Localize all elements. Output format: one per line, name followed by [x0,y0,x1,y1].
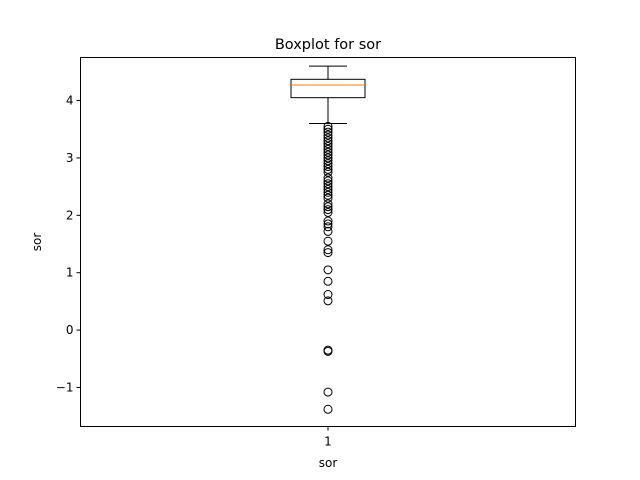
x-axis-label: sor [319,456,338,470]
y-axis: −1 0 1 2 3 4 [56,94,81,394]
outlier-point [323,296,333,306]
outlier-point [323,404,333,414]
outlier-point [323,187,333,197]
outlier-point [323,147,333,157]
outlier-point [323,276,333,286]
outlier-point [323,236,333,246]
outlier-point [323,190,333,200]
outlier-point [323,156,333,166]
outlier-point [323,164,333,174]
outlier-point [323,133,333,143]
outlier-point [323,226,333,236]
outlier-point [323,130,333,140]
x-tick-label: 1 [324,435,332,449]
outlier-point [323,159,333,169]
y-tick-label: −1 [56,380,74,394]
outlier-point [323,124,333,134]
outlier-point [323,150,333,160]
outlier-point [323,144,333,154]
outlier-point [323,184,333,194]
y-tick-label: 1 [66,266,74,280]
outlier-point [323,127,333,137]
outlier-point [323,176,333,186]
outlier-point [323,136,333,146]
y-tick-label: 4 [66,94,74,108]
x-axis: 1 [324,426,332,449]
outlier-point [323,141,333,151]
outlier-point [323,265,333,275]
outlier-point [323,162,333,172]
box-group [290,65,366,124]
outlier-point [323,245,333,255]
outlier-point [323,121,333,131]
outlier-point [323,193,333,203]
y-tick-label: 0 [66,323,74,337]
outlier-point [323,199,333,209]
outlier-point [323,346,333,356]
outlier-point [323,182,333,192]
outlier-point [323,153,333,163]
chart-title: Boxplot for sor [275,37,381,53]
y-axis-label: sor [30,233,44,252]
outlier-point [323,248,333,258]
outlier-point [323,202,333,212]
iqr-box [290,78,366,99]
outlier-point [323,207,333,217]
outlier-point [323,222,333,232]
outlier-group [323,121,333,414]
y-tick-label: 2 [66,208,74,222]
outlier-point [323,167,333,177]
y-tick-label: 3 [66,151,74,165]
outlier-point [323,216,333,226]
outlier-point [323,219,333,229]
outlier-point [323,139,333,149]
outlier-point [323,173,333,183]
outlier-point [323,387,333,397]
outlier-point [323,290,333,300]
outlier-point [323,205,333,215]
outlier-point [323,179,333,189]
